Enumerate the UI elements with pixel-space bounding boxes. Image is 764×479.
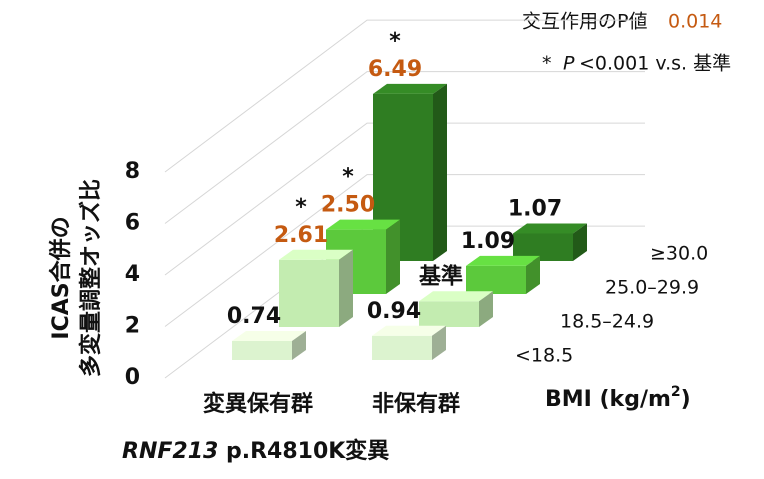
row-label: <18.5 [515, 345, 573, 367]
bar-top [373, 83, 447, 94]
bar [232, 330, 306, 360]
row-label: ≥30.0 [650, 243, 708, 265]
y-tick-label: 6 [125, 211, 140, 236]
bar-front [372, 335, 432, 360]
y-tick-label: 0 [125, 365, 140, 390]
bar-side [433, 83, 447, 261]
bar [373, 83, 447, 261]
group-label: 変異保有群 [203, 391, 313, 417]
bar [372, 325, 446, 360]
z-title-end: ) [681, 387, 691, 412]
bar-side [573, 223, 587, 261]
bar [466, 255, 540, 294]
row-label: 18.5–24.9 [560, 311, 654, 333]
interaction-label: 交互作用のP値 [522, 11, 647, 33]
bar-front [279, 259, 339, 327]
footnote-p: P [563, 53, 575, 75]
bar-side [339, 249, 353, 327]
star: * [295, 195, 307, 220]
bar-front [232, 340, 292, 360]
grid-line [164, 71, 645, 224]
bar-top [279, 249, 353, 260]
bar-top [372, 325, 446, 336]
y-tick-label: 4 [125, 262, 140, 287]
bar-top [419, 291, 493, 302]
bar [419, 291, 493, 327]
bar-side [526, 255, 540, 294]
value-label: 1.07 [508, 196, 562, 221]
bar-front [466, 265, 526, 294]
value-label: 0.74 [227, 304, 281, 329]
grid-line [164, 19, 645, 173]
bar-top [466, 255, 540, 266]
x-title-gene: RNF213 [122, 439, 218, 464]
bar-side [479, 291, 493, 327]
z-title-main: BMI (kg/m [545, 387, 671, 412]
value-label: 基準 [419, 263, 463, 289]
bar-side [292, 330, 306, 360]
bar-top [513, 223, 587, 234]
y-title-line: ICAS合併の [48, 216, 74, 339]
bar-front [419, 301, 479, 327]
bar-side [386, 219, 400, 294]
z-title: BMI (kg/m2) [545, 384, 691, 412]
value-label: 2.61 [274, 223, 328, 248]
grid-line [164, 122, 645, 276]
value-label: 6.49 [368, 57, 422, 82]
row-label: 25.0–29.9 [605, 277, 699, 299]
star: * [342, 165, 354, 190]
bar [513, 223, 587, 261]
group-label: 非保有群 [372, 391, 460, 417]
y-tick-label: 2 [125, 314, 140, 339]
bar-top [232, 330, 306, 341]
y-title-line: 多変量調整オッズ比 [78, 179, 104, 377]
grid-line [164, 174, 645, 327]
x-title-variant: p.R4810K変異 [218, 438, 389, 464]
footnote-star: * [542, 53, 552, 75]
y-tick-label: 8 [125, 159, 140, 184]
footnote-text: <0.001 v.s. 基準 [579, 53, 731, 75]
x-title: RNF213 p.R4810K変異 [122, 438, 389, 464]
bar [279, 249, 353, 327]
star: * [389, 29, 401, 54]
bar-top [326, 219, 400, 230]
value-label: 0.94 [367, 299, 421, 324]
value-label: 1.09 [461, 229, 515, 254]
bar-side [432, 325, 446, 360]
value-label: 2.50 [321, 193, 375, 218]
z-title-sup: 2 [671, 384, 681, 400]
interaction-p: 0.014 [668, 11, 722, 33]
